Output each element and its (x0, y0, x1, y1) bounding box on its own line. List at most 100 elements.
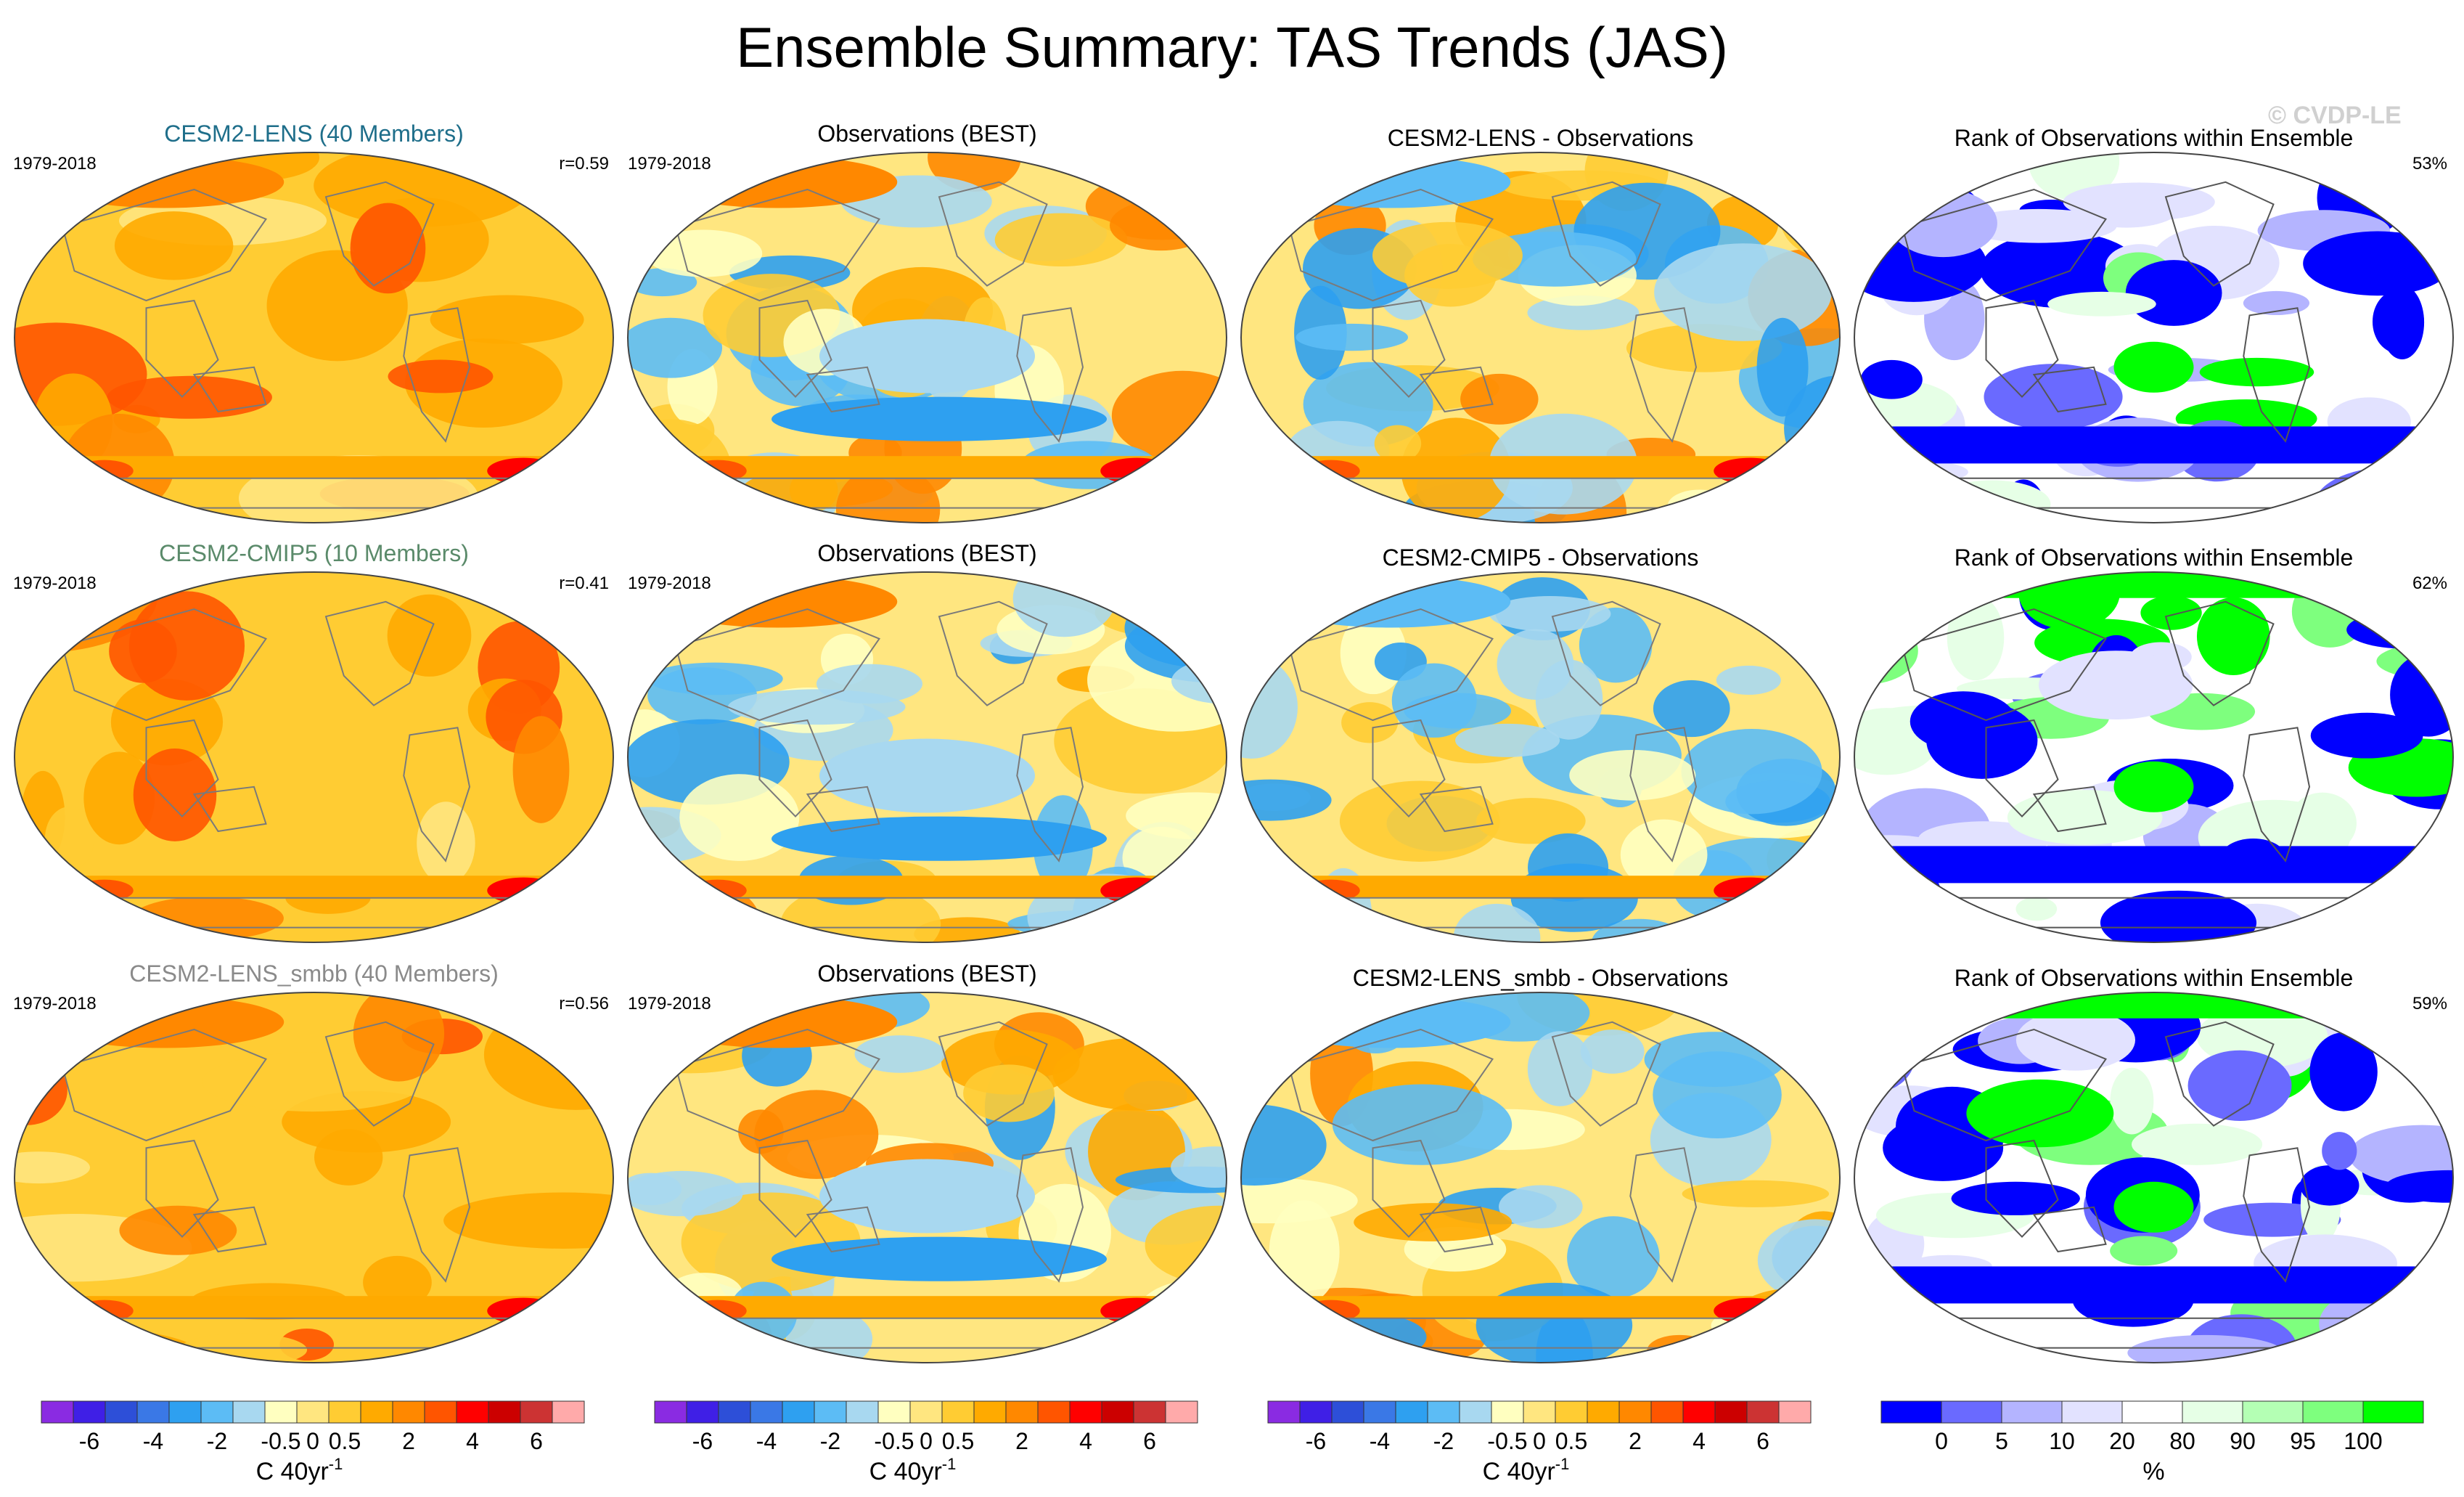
land-outline (192, 366, 267, 413)
land-outline (758, 299, 832, 399)
map-border (13, 571, 615, 943)
trend-blob (1779, 1022, 1840, 1054)
rank-blob (2100, 890, 2257, 942)
colorbar-tick-label: -2 (820, 1428, 840, 1454)
trend-blob (1489, 596, 1611, 632)
colorbar-tick-label: 4 (1693, 1428, 1706, 1454)
arctic-blob (1271, 576, 1511, 628)
rank-blob (2015, 1009, 2136, 1071)
trend-blob (679, 774, 800, 861)
rank-blob (1926, 702, 2038, 779)
colorbar-units-label: C 40yr-1 (1483, 1455, 1570, 1485)
land-outline (1629, 727, 1698, 862)
rank-blob (2113, 341, 2194, 393)
land-outline (1985, 299, 2059, 399)
rank-blob (1933, 480, 2051, 523)
land-outline (2032, 1206, 2107, 1253)
trend-blob (1171, 1146, 1227, 1188)
map-panel-3-2 (628, 992, 1227, 1363)
colorbar-swatch (1459, 1400, 1492, 1424)
trend-blob (1052, 1037, 1221, 1111)
land-outline (1288, 608, 1494, 722)
trend-blob (1372, 221, 1523, 289)
colorbar-swatch (1267, 1400, 1301, 1424)
colorbar-units-superscript: -1 (942, 1455, 957, 1473)
colorbar-swatch (328, 1400, 361, 1424)
trend-blob (819, 1159, 1035, 1233)
colorbar-swatch (520, 1400, 553, 1424)
trend-blob (1292, 1312, 1427, 1362)
trend-blob (1126, 792, 1227, 839)
pattern-correlation-label: r=0.59 (559, 154, 609, 174)
trend-blob (1296, 323, 1409, 351)
colorbar-swatch (1101, 1400, 1134, 1424)
land-outline (2164, 1021, 2275, 1127)
rank-blob (2039, 650, 2193, 719)
colorbar-swatch (1299, 1400, 1333, 1424)
colorbar-tick-label: 0 (1533, 1428, 1546, 1454)
trend-blob (1716, 665, 1781, 696)
trend-blob (854, 1035, 946, 1073)
trend-blob (642, 897, 721, 942)
colorbar-swatch (1427, 1400, 1460, 1424)
trend-blob (83, 751, 155, 845)
polar-hotspot (487, 457, 560, 484)
colorbar-swatch (782, 1400, 815, 1424)
rank-blob (2113, 761, 2194, 812)
colorbar-swatch (424, 1400, 457, 1424)
colorbar-swatch (1005, 1400, 1039, 1424)
land-outline (1901, 1028, 2108, 1142)
colorbar-tick-label: -6 (692, 1428, 713, 1454)
rank-blob (1854, 377, 1957, 438)
colorbar-tick-label: -4 (1370, 1428, 1390, 1454)
map-border (626, 152, 1228, 523)
model-panel-title: CESM2-CMIP5 (10 Members) (159, 540, 469, 566)
colorbar-swatch (1133, 1400, 1166, 1424)
colorbar-swatch (1555, 1400, 1588, 1424)
map-border (1240, 992, 1841, 1363)
colorbar-swatch (1714, 1400, 1748, 1424)
trend-blob (1241, 992, 1323, 1017)
rank-band (1854, 846, 2453, 884)
land-outline (938, 1021, 1048, 1127)
diff-panel-title: CESM2-LENS_smbb - Observations (1353, 965, 1729, 991)
trend-blob (1805, 1003, 1840, 1088)
land-outline (2032, 366, 2107, 413)
trend-blob (819, 319, 1035, 393)
trend-blob (1129, 1281, 1227, 1363)
land-outline (674, 1028, 881, 1142)
land-outline (145, 299, 219, 399)
land-outline (1016, 307, 1084, 443)
map-border (1853, 152, 2455, 523)
rank-blob (2349, 1125, 2453, 1186)
land-outline (403, 727, 471, 862)
colorbar-swatch (750, 1400, 783, 1424)
trend-blob (1012, 572, 1116, 637)
colorbar-units-superscript: -1 (329, 1455, 343, 1473)
trend-blob (1453, 903, 1541, 942)
rank-blob (2047, 291, 2156, 317)
colorbar-swatch (1682, 1400, 1716, 1424)
rank-blob (1947, 595, 2005, 681)
trend-blob (780, 884, 941, 942)
trend-blob (1527, 1031, 1593, 1106)
trend-blob (15, 1151, 91, 1184)
trend-blob (1241, 1104, 1327, 1186)
rank-blob (2385, 1170, 2453, 1203)
colorbar-tick-label: -6 (79, 1428, 99, 1454)
trend-blob (771, 396, 1107, 441)
rank-percent-label: 59% (2412, 994, 2447, 1013)
land-outline (1551, 1021, 1661, 1127)
map-border (13, 152, 615, 523)
land-outline (2243, 307, 2311, 443)
colorbar-tick-label: -4 (756, 1428, 777, 1454)
colorbar-swatch (73, 1400, 106, 1424)
trend-blob (1756, 317, 1809, 417)
rank-blob (2314, 467, 2453, 523)
rank-blob (2322, 1132, 2357, 1170)
rank-blob (2381, 893, 2453, 926)
trend-blob (314, 152, 533, 227)
colorbar-swatch (909, 1400, 943, 1424)
trend-blob (1374, 425, 1422, 462)
